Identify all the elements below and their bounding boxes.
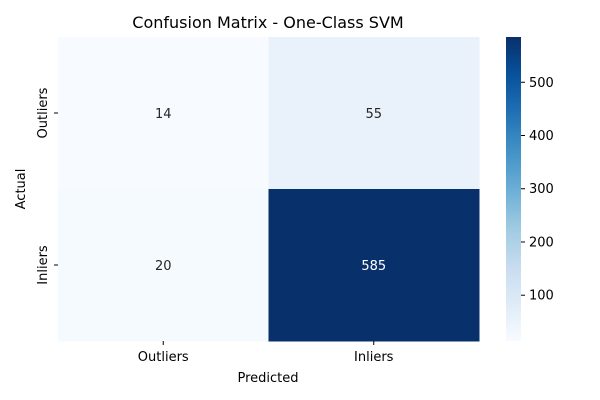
y-axis-label: Actual: [14, 169, 29, 210]
x-axis-ticks: Outliers Inliers: [138, 341, 394, 365]
x-axis-label: Predicted: [237, 371, 298, 386]
cell-value-label: 55: [365, 107, 382, 122]
heatmap-cell: [58, 37, 269, 190]
y-axis-ticks: Outliers Inliers: [36, 87, 58, 285]
colorbar-tick-label: 500: [529, 76, 554, 91]
chart-title: Confusion Matrix - One-Class SVM: [132, 13, 403, 32]
cell-value-label: 14: [155, 107, 172, 122]
y-tick-label: Inliers: [36, 245, 51, 285]
heatmap-cell: [58, 189, 269, 342]
x-tick-label: Outliers: [138, 350, 189, 365]
y-tick-label: Outliers: [36, 87, 51, 138]
cell-value-label: 585: [361, 259, 386, 274]
colorbar-tick-label: 300: [529, 182, 554, 197]
heatmap-cells: [58, 37, 480, 342]
colorbar-ticks: 100 200 300 400 500: [521, 76, 554, 304]
colorbar-tick-label: 100: [529, 289, 554, 304]
heatmap-cell-labels: 14 55 20 585: [155, 107, 386, 274]
heatmap-cell: [268, 189, 480, 342]
colorbar-tick-label: 400: [529, 129, 554, 144]
colorbar-tick-label: 200: [529, 235, 554, 250]
x-tick-label: Inliers: [354, 350, 394, 365]
colorbar: [506, 37, 521, 341]
cell-value-label: 20: [155, 259, 172, 274]
heatmap-cell: [268, 37, 480, 190]
